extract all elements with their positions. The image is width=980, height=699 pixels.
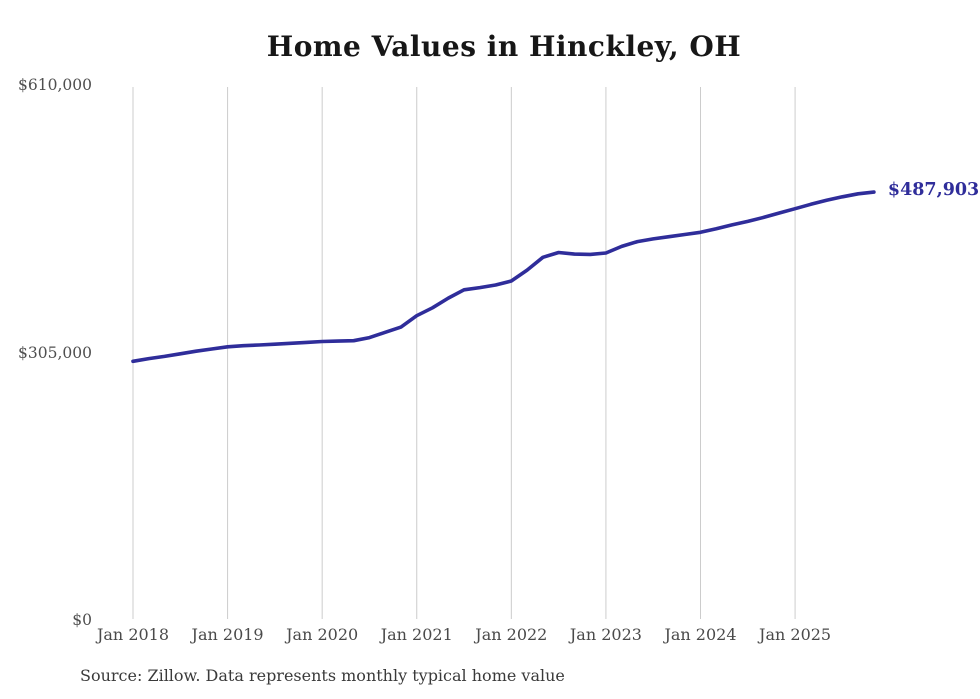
x-tick-label: Jan 2024 [664, 625, 737, 644]
y-tick-label: $610,000 [18, 76, 92, 94]
x-tick-label: Jan 2023 [569, 625, 642, 644]
latest-value-label: $487,903 [887, 180, 980, 201]
chart-title: Home Values in Hinckley, OH [266, 30, 742, 63]
source-note: Source: Zillow. Data represents monthly … [80, 666, 565, 685]
home-value-line [131, 190, 876, 364]
x-tick-label: Jan 2021 [380, 625, 453, 644]
x-tick-label: Jan 2025 [759, 625, 832, 644]
y-tick-label: $305,000 [18, 343, 92, 362]
y-tick-label: $0 [72, 611, 92, 629]
x-tick-label: Jan 2020 [286, 625, 359, 644]
x-tick-label: Jan 2019 [191, 625, 264, 644]
x-tick-label: Jan 2018 [96, 625, 170, 644]
gridlines [132, 87, 796, 619]
x-tick-label: Jan 2022 [475, 625, 548, 644]
